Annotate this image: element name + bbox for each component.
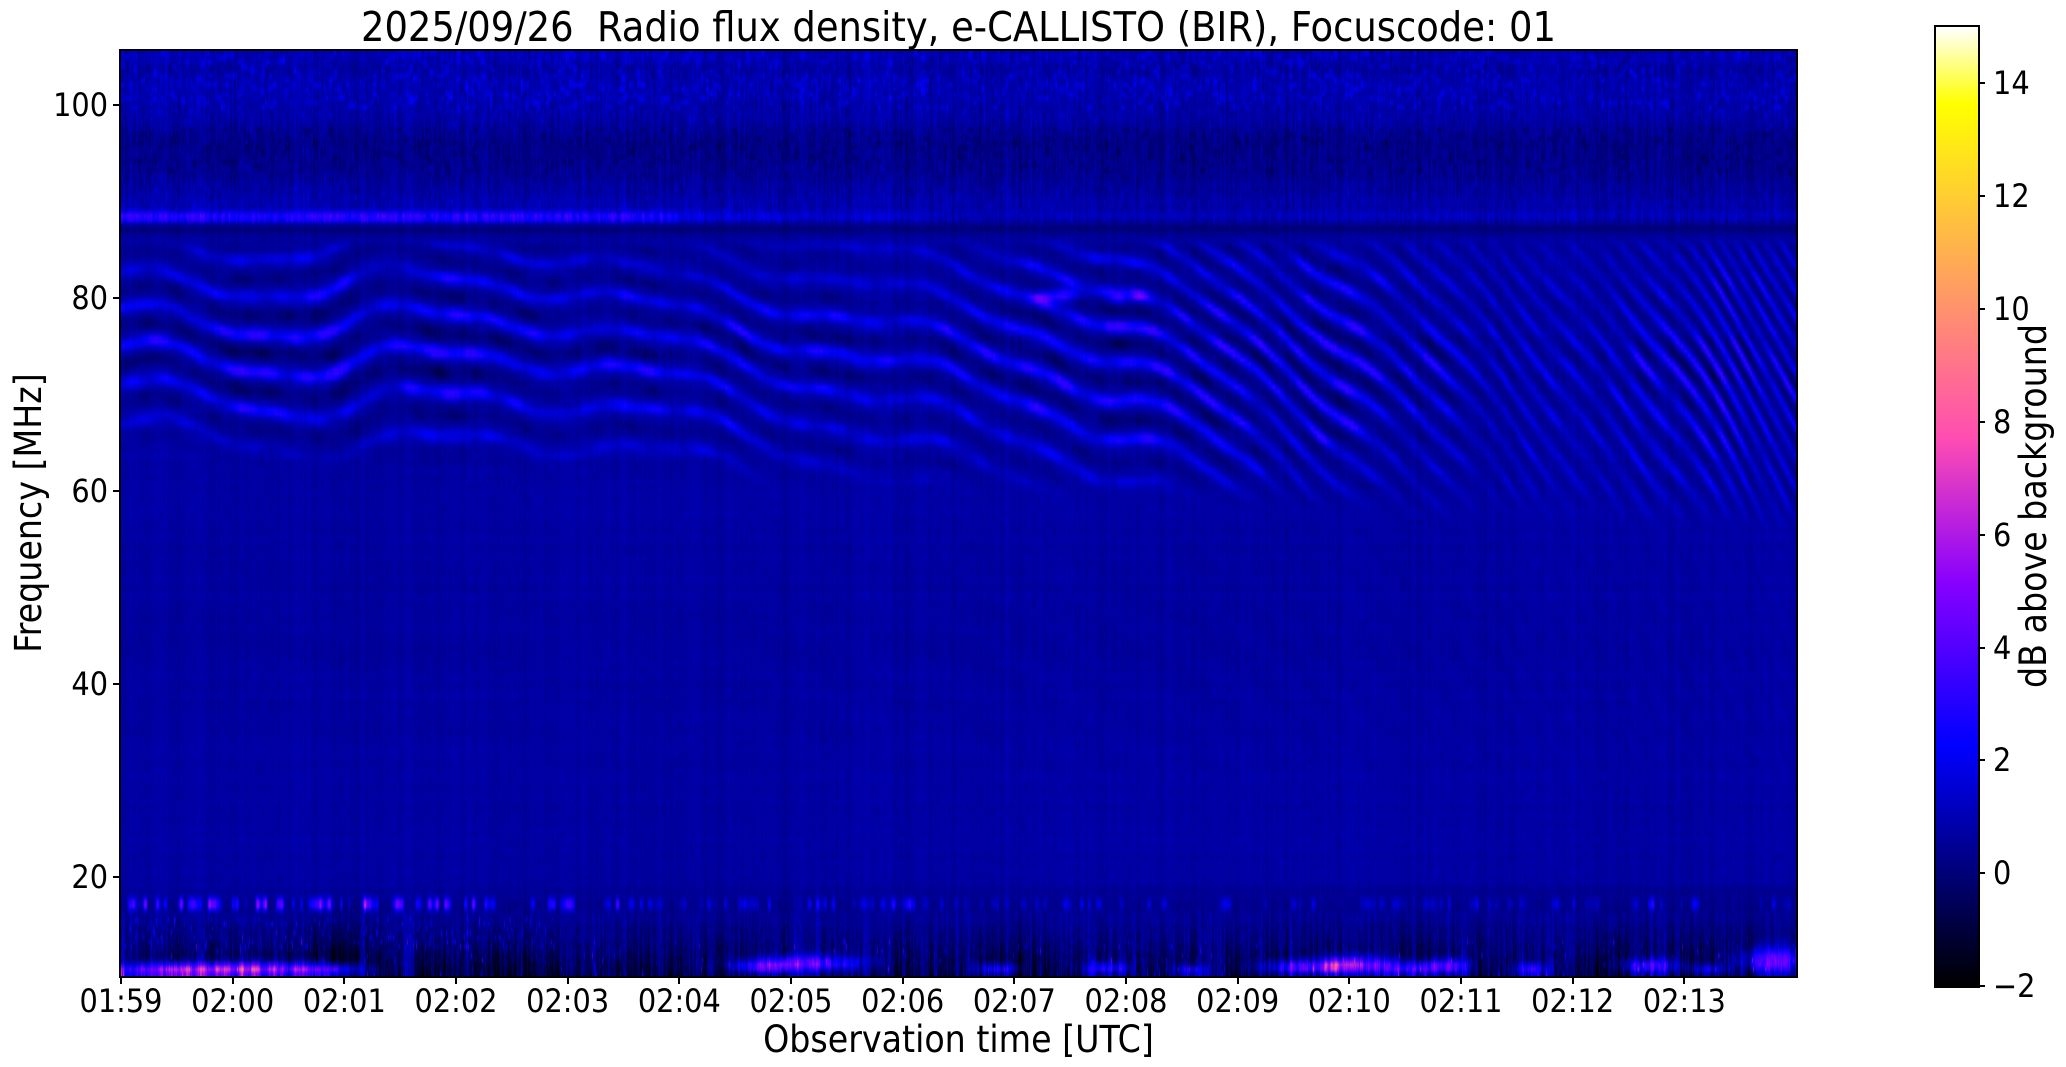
colorbar-tick-label: 10 [1993, 290, 2030, 329]
spectrogram-heatmap [121, 51, 1796, 976]
colorbar-tick-label: 12 [1993, 177, 2030, 216]
colorbar-tick-label: 14 [1993, 64, 2030, 103]
x-tick-label: 02:10 [1307, 982, 1391, 1020]
x-tick-mark [120, 977, 122, 984]
colorbar-tick-label: 4 [1993, 628, 2012, 667]
x-tick-mark [455, 977, 457, 984]
y-axis-label: Frequency [MHz] [6, 373, 50, 653]
x-tick-label: 02:08 [1084, 982, 1168, 1020]
x-tick-label: 02:05 [749, 982, 833, 1020]
x-tick-label: 02:03 [526, 982, 610, 1020]
x-tick-mark [566, 977, 569, 984]
x-tick-label: 02:00 [191, 982, 275, 1020]
x-tick-mark [790, 977, 792, 984]
x-tick-mark [1125, 977, 1127, 984]
y-tick-mark [113, 104, 120, 107]
x-tick-mark [1571, 977, 1574, 984]
x-tick-label: 02:07 [972, 982, 1056, 1020]
x-tick-label: 02:12 [1531, 982, 1615, 1020]
y-tick-mark [113, 296, 120, 299]
colorbar-tick-mark [1978, 872, 1985, 875]
colorbar-tick-mark [1978, 985, 1985, 987]
x-tick-mark [1460, 977, 1462, 984]
x-tick-label: 01:59 [79, 982, 163, 1020]
x-tick-label: 02:02 [414, 982, 498, 1020]
x-tick-mark [1236, 977, 1239, 984]
colorbar-tick-label: 6 [1993, 515, 2012, 554]
x-tick-label: 02:06 [861, 982, 945, 1020]
x-tick-label: 02:09 [1196, 982, 1280, 1020]
x-tick-label: 02:04 [637, 982, 721, 1020]
x-tick-mark [1348, 977, 1351, 984]
colorbar-tick-mark [1978, 759, 1985, 762]
colorbar-tick-mark [1978, 646, 1985, 649]
y-tick-label: 80 [71, 278, 108, 317]
colorbar-tick-label: 2 [1993, 741, 2012, 780]
y-tick-label: 20 [71, 857, 108, 896]
x-tick-label: 02:01 [302, 982, 386, 1020]
x-tick-mark [343, 977, 346, 984]
colorbar-tick-mark [1978, 308, 1985, 311]
x-axis-label: Observation time [UTC] [763, 1018, 1154, 1061]
y-tick-label: 100 [53, 86, 108, 125]
x-tick-mark [1013, 977, 1016, 984]
colorbar-tick-label: 8 [1993, 402, 2012, 441]
colorbar-tick-mark [1978, 420, 1985, 423]
colorbar-gradient [1936, 27, 1978, 986]
x-tick-mark [231, 977, 234, 984]
colorbar-label: dB above background [2011, 323, 2055, 688]
y-tick-label: 60 [71, 471, 108, 510]
x-tick-mark [1683, 977, 1686, 984]
colorbar-tick-label: −2 [1993, 967, 2036, 1005]
colorbar-tick-mark [1978, 82, 1985, 85]
chart-title: 2025/09/26 Radio flux density, e-CALLIST… [361, 3, 1556, 51]
x-tick-label: 02:13 [1642, 982, 1726, 1020]
x-tick-mark [678, 977, 681, 984]
colorbar-tick-label: 0 [1993, 854, 2012, 893]
colorbar-tick-mark [1978, 533, 1985, 536]
y-tick-mark [113, 875, 120, 878]
y-tick-mark [113, 489, 120, 492]
y-tick-label: 40 [71, 664, 108, 703]
colorbar-tick-mark [1978, 195, 1985, 198]
x-tick-label: 02:11 [1419, 982, 1503, 1020]
y-tick-mark [113, 682, 120, 685]
x-tick-mark [901, 977, 904, 984]
